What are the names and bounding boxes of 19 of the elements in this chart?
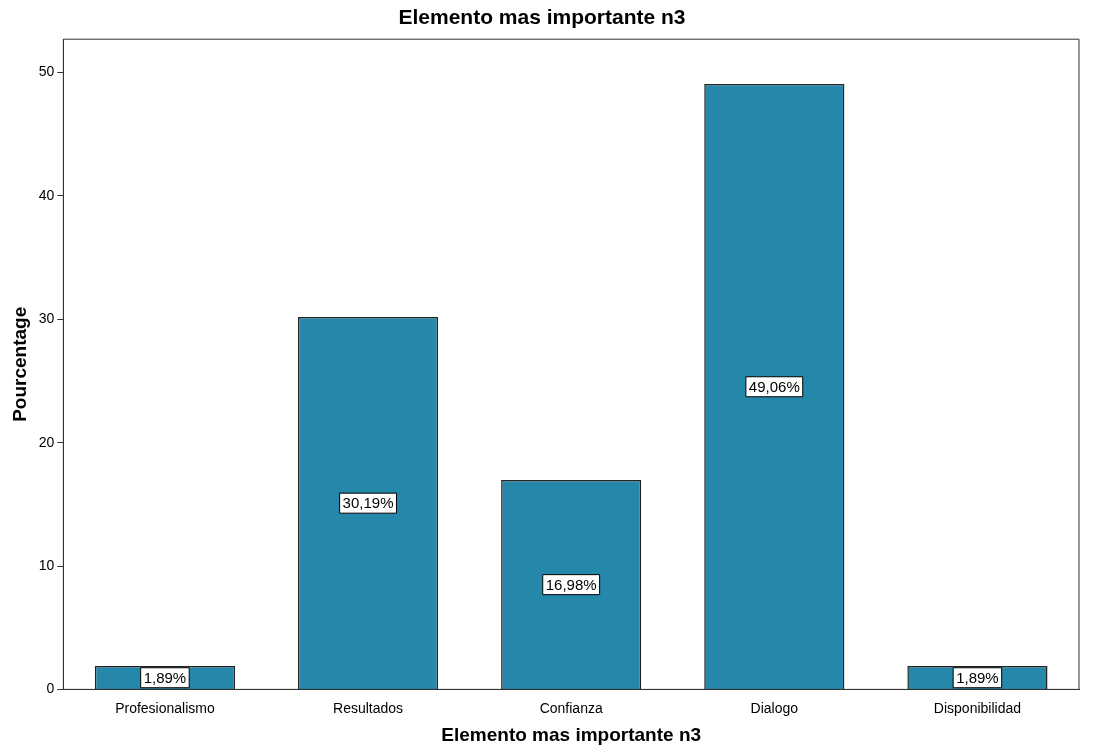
data-label: 1,89% [956, 668, 999, 686]
x-tick-label: Resultados [333, 699, 404, 716]
data-label: 16,98% [545, 575, 597, 593]
y-axis-title: Pourcentage [8, 306, 30, 422]
data-label: 49,06% [748, 377, 800, 395]
y-tick-label: 0 [46, 680, 55, 697]
x-axis-title: Elemento mas importante n3 [441, 723, 702, 745]
y-tick-label: 10 [38, 556, 55, 573]
y-tick-label: 20 [38, 433, 55, 450]
x-tick-label: Profesionalismo [115, 699, 215, 716]
y-tick-label: 30 [38, 310, 55, 327]
data-label: 1,89% [143, 668, 187, 686]
y-tick-label: 40 [38, 186, 55, 203]
y-tick-label: 50 [38, 63, 55, 80]
x-tick-label: Disponibilidad [933, 699, 1022, 716]
x-tick-label: Confianza [539, 699, 603, 716]
data-label: 30,19% [342, 494, 394, 512]
x-tick-label: Dialogo [750, 699, 799, 716]
chart-title: Elemento mas importante n3 [398, 5, 686, 29]
